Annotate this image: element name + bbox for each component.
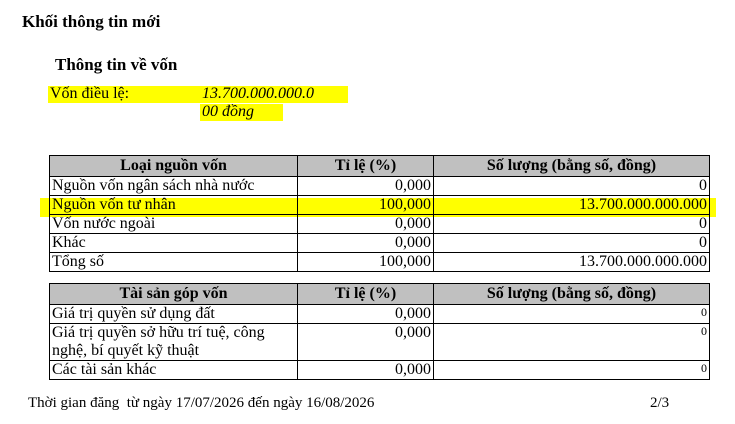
cell: Nguồn vốn tư nhân: [49, 195, 298, 215]
cell: 13.700.000.000.000: [433, 252, 710, 272]
highlight: [48, 86, 348, 103]
column-header: Số lượng (bằng số, đồng): [433, 283, 710, 305]
cell: 100,000: [297, 252, 434, 272]
column-header: Tài sản góp vốn: [49, 283, 298, 305]
header-row: Loại nguồn vốn Tỉ lệ (%) Số lượng (bằng số…: [49, 155, 710, 177]
capital-table: Loại nguồn vốn Tỉ lệ (%) Số lượng (bằng số…: [49, 155, 710, 272]
table-row: Khác 0,000 0: [49, 233, 710, 253]
asset-table: Tài sản góp vốn Tỉ lệ (%) Số lượng (bằng s…: [49, 283, 710, 380]
cell: Vốn nước ngoài: [49, 214, 298, 234]
table-row: Nguồn vốn tư nhân 100,000 13.700.000.000.0…: [49, 195, 710, 215]
cell: 0,000: [297, 176, 434, 196]
cell: 0,000: [297, 304, 434, 324]
cell: 0,000: [297, 360, 434, 380]
footer-period: Thời gian đăng từ ngày 17/07/2026 đến ng…: [28, 395, 375, 411]
charter-label: Vốn điều lệ:: [50, 85, 130, 102]
header-row: Tài sản góp vốn Tỉ lệ (%) Số lượng (bằng s…: [49, 283, 710, 305]
cell: 0,000: [297, 323, 434, 361]
cell: Khác: [49, 233, 298, 253]
charter-value: 00 đồng: [202, 103, 254, 120]
cell: 13.700.000.000.000: [433, 195, 710, 215]
cell: 0: [433, 304, 710, 324]
section-title: Thông tin về vốn: [55, 55, 178, 74]
page-number: 2/3: [650, 395, 670, 411]
highlight: [200, 104, 283, 121]
table-row: Giá trị quyền sở hữu trí tuệ, công nghệ,…: [49, 323, 710, 361]
table-row: Nguồn vốn ngân sách nhà nước 0,000 0: [49, 176, 710, 196]
cell: Tổng số: [49, 252, 298, 272]
column-header: Tỉ lệ (%): [297, 155, 434, 177]
cell: 0: [433, 214, 710, 234]
cell: 0: [433, 233, 710, 253]
cell: 100,000: [297, 195, 434, 215]
title: Khối thông tin mới: [22, 12, 161, 31]
table-row: Các tài sản khác 0,000 0: [49, 360, 710, 380]
column-header: Loại nguồn vốn: [49, 155, 298, 177]
cell: 0,000: [297, 214, 434, 234]
charter-value: 13.700.000.000.0: [202, 85, 314, 102]
cell: 0: [433, 176, 710, 196]
cell: Giá trị quyền sử dụng đất: [49, 304, 298, 324]
cell: Nguồn vốn ngân sách nhà nước: [49, 176, 298, 196]
column-header: Số lượng (bằng số, đồng): [433, 155, 710, 177]
table-row: Giá trị quyền sử dụng đất 0,000 0: [49, 304, 710, 324]
table-row: Vốn nước ngoài 0,000 0: [49, 214, 710, 234]
cell: Các tài sản khác: [49, 360, 298, 380]
table-row: Tổng số 100,000 13.700.000.000.000: [49, 252, 710, 272]
cell: 0: [433, 323, 710, 361]
column-header: Tỉ lệ (%): [297, 283, 434, 305]
cell: 0,000: [297, 233, 434, 253]
cell: 0: [433, 360, 710, 380]
cell: Giá trị quyền sở hữu trí tuệ, công nghệ,…: [49, 323, 298, 361]
